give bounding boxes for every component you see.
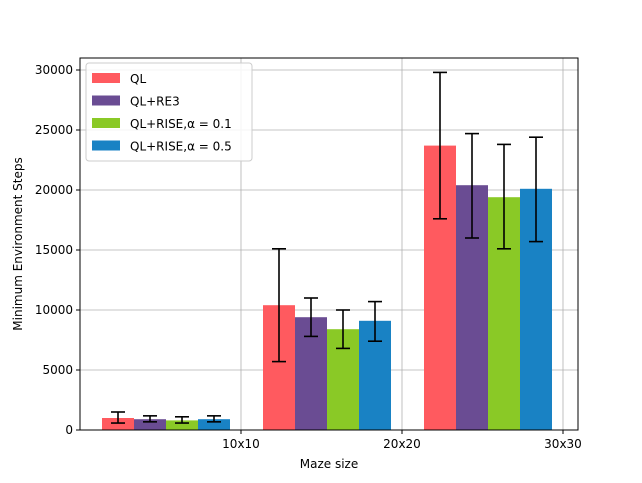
x-axis-ticks: 10x10 20x20 30x30 <box>222 430 582 451</box>
legend-label: QL+RISE,α = 0.1 <box>130 117 232 131</box>
legend-frame <box>85 62 253 162</box>
y-tick-label: 15000 <box>35 243 73 257</box>
y-tick-label: 5000 <box>42 363 73 377</box>
legend: QL QL+RE3 QL+RISE,α = 0.1 QL+RISE,α = 0.5 <box>85 62 253 162</box>
legend-label: QL <box>130 72 146 86</box>
legend-swatch <box>92 73 120 83</box>
y-tick-label: 25000 <box>35 123 73 137</box>
y-tick-label: 10000 <box>35 303 73 317</box>
x-tick-label: 10x10 <box>222 437 260 451</box>
legend-label: QL+RE3 <box>130 95 180 109</box>
x-axis-label: Maze size <box>300 457 358 471</box>
y-tick-label: 20000 <box>35 183 73 197</box>
bar <box>166 420 198 430</box>
legend-swatch <box>92 140 120 151</box>
bar <box>198 419 230 430</box>
bar <box>134 419 166 430</box>
y-tick-label: 0 <box>65 423 73 437</box>
legend-label: QL+RISE,α = 0.5 <box>130 140 232 154</box>
legend-swatch <box>92 118 120 128</box>
y-tick-label: 30000 <box>35 63 73 77</box>
y-axis-ticks: 0 5000 10000 15000 20000 25000 30000 <box>35 63 80 437</box>
y-axis-label: Minimum Environment Steps <box>11 157 25 330</box>
x-tick-label: 20x20 <box>383 437 421 451</box>
legend-swatch <box>92 95 120 106</box>
plot-frame <box>79 57 579 431</box>
x-tick-label: 30x30 <box>544 437 582 451</box>
bar <box>102 418 134 430</box>
error-bars <box>111 71 543 424</box>
